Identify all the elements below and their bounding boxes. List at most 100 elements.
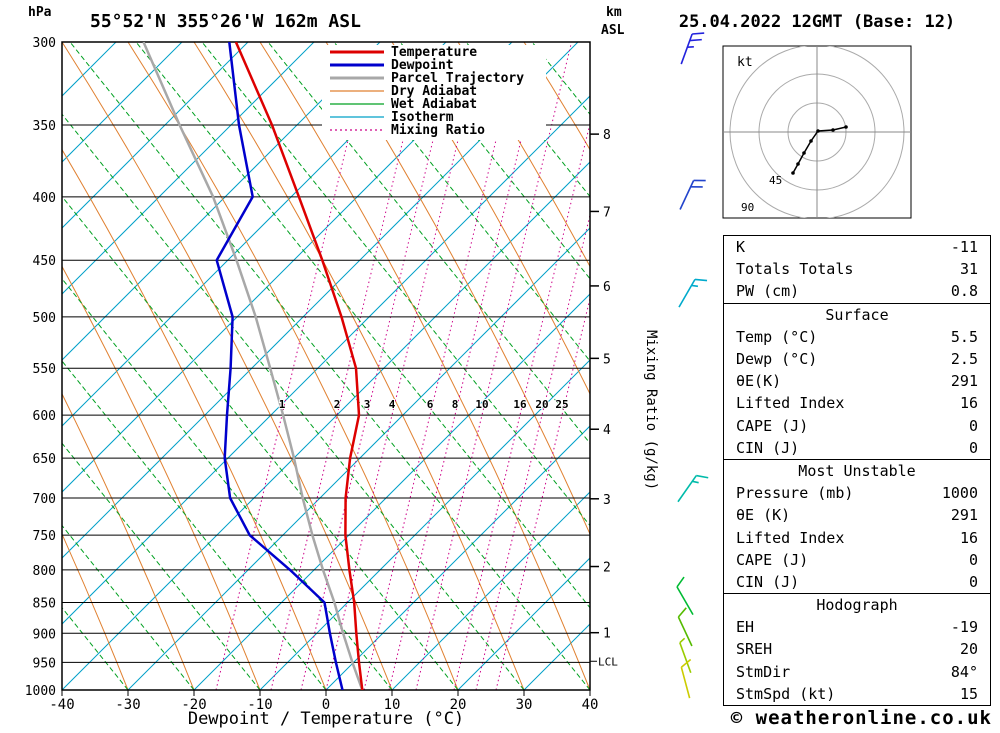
isotherm-line bbox=[62, 42, 249, 229]
stat-label: PW (cm) bbox=[736, 282, 800, 301]
pressure-tick-label: 450 bbox=[33, 254, 56, 269]
isotherm-line bbox=[62, 42, 579, 559]
hodograph-trace-point bbox=[844, 125, 848, 129]
dry-adiabat-line bbox=[259, 42, 590, 690]
table-row: Lifted Index 16 bbox=[724, 526, 990, 548]
table-row: θE (K) 291 bbox=[724, 504, 990, 526]
pressure-tick-label: 650 bbox=[33, 452, 56, 467]
stat-value: 0 bbox=[968, 416, 978, 435]
section-header-text: Most Unstable bbox=[798, 461, 916, 480]
stat-label: Totals Totals bbox=[736, 260, 854, 279]
copyright: © weatheronline.co.uk bbox=[731, 707, 992, 729]
stat-label: Pressure (mb) bbox=[736, 484, 854, 503]
temp-tick-label: 10 bbox=[384, 697, 401, 713]
stat-label: Lifted Index bbox=[736, 394, 845, 413]
mixing-ratio-line bbox=[270, 42, 428, 690]
stat-label: θE(K) bbox=[736, 372, 782, 391]
table-row: EH -19 bbox=[724, 616, 990, 638]
legend-label: Temperature bbox=[391, 45, 477, 60]
hodograph-ring-label: 45 bbox=[769, 174, 782, 187]
dry-adiabat-line bbox=[62, 42, 393, 690]
table-row: K -11 bbox=[724, 236, 990, 258]
mixing-ratio-labels: 1 2 3 4 6 8 10 16 20 25 bbox=[278, 397, 570, 412]
km-tick-label: 8 bbox=[603, 128, 611, 143]
km-axis: 8 7 6 5 4 3 2 1 LCL bbox=[590, 128, 618, 668]
pressure-tick-label: 900 bbox=[33, 627, 56, 642]
mixing-ratio-line bbox=[388, 42, 546, 690]
dry-adiabat-line bbox=[62, 392, 195, 690]
wet-adiabat-line bbox=[201, 42, 590, 527]
wind-barb bbox=[680, 32, 705, 65]
stat-label: CIN (J) bbox=[736, 572, 800, 591]
wet-adiabat-line bbox=[62, 360, 327, 690]
pressure-tick-label: 500 bbox=[33, 311, 56, 326]
legend-label: Mixing Ratio bbox=[391, 123, 485, 138]
isotherm-line bbox=[325, 425, 590, 690]
wet-adiabat-line bbox=[62, 442, 261, 690]
table-section: Hodograph EH -19 SREH 20 StmDir 84° StmSpd (kt)… bbox=[723, 594, 991, 706]
stat-value: 31 bbox=[959, 260, 978, 279]
isotherm-line bbox=[62, 42, 315, 295]
mixing-ratio-value-label: 25 bbox=[555, 398, 568, 411]
stat-label: K bbox=[736, 238, 746, 257]
stat-label: Lifted Index bbox=[736, 528, 845, 547]
isotherm-line bbox=[391, 491, 590, 690]
temp-tick-label: 0 bbox=[322, 697, 330, 713]
legend-label: Dry Adiabat bbox=[391, 84, 477, 99]
stat-value: 0.8 bbox=[950, 282, 978, 301]
pressure-tick-label: 700 bbox=[33, 492, 56, 507]
mixing-ratio-value-label: 4 bbox=[389, 398, 396, 411]
isotherm-line bbox=[457, 557, 590, 690]
isotherm-line bbox=[127, 227, 590, 690]
temp-tick-label: 20 bbox=[450, 697, 467, 713]
wet-adiabat-line bbox=[333, 42, 590, 362]
pressure-tick-label: 350 bbox=[33, 119, 56, 134]
table-row: StmSpd (kt) 15 bbox=[724, 683, 990, 705]
stat-value: 0 bbox=[968, 550, 978, 569]
mixing-ratio-line bbox=[415, 42, 573, 690]
wind-barb bbox=[677, 474, 709, 503]
stat-value: 84° bbox=[950, 662, 978, 681]
pressure-tick-label: 1000 bbox=[25, 684, 56, 699]
table-section-header: Most Unstable bbox=[724, 460, 990, 482]
temp-tick-label: -30 bbox=[115, 697, 140, 713]
section-header-text: Surface bbox=[825, 305, 889, 324]
isotherm-line bbox=[62, 161, 590, 690]
stat-value: 15 bbox=[959, 684, 978, 703]
wet-adiabat-line bbox=[62, 606, 129, 690]
mixing-ratio-line bbox=[215, 42, 373, 690]
stat-value: 20 bbox=[959, 640, 978, 659]
temp-tick-label: -40 bbox=[49, 697, 74, 713]
stat-label: θE (K) bbox=[736, 506, 791, 525]
background-line-families bbox=[62, 42, 590, 690]
table-section-header: Surface bbox=[724, 304, 990, 326]
stat-value: -19 bbox=[950, 618, 978, 637]
asl-axis-unit-label: ASL bbox=[601, 23, 625, 38]
mixing-ratio-line bbox=[495, 296, 590, 690]
km-tick-label: 2 bbox=[603, 561, 611, 576]
wet-adiabat-line bbox=[62, 113, 525, 690]
pressure-tick-label: 950 bbox=[33, 656, 56, 671]
hodograph-trace-point bbox=[791, 171, 795, 175]
table-section-header: Hodograph bbox=[724, 594, 990, 616]
dry-adiabat-line bbox=[62, 148, 327, 690]
mixing-ratio-line bbox=[325, 42, 483, 690]
table-row: Pressure (mb) 1000 bbox=[724, 482, 990, 504]
dry-adiabat-line bbox=[193, 42, 525, 690]
isotherm-line bbox=[62, 95, 590, 625]
wind-barb bbox=[679, 179, 706, 210]
mixing-ratio-value-label: 8 bbox=[452, 398, 459, 411]
table-row: Totals Totals 31 bbox=[724, 258, 990, 280]
dry-adiabat-line bbox=[523, 42, 590, 151]
hodograph-trace-point bbox=[831, 128, 835, 132]
wet-adiabat-line bbox=[465, 42, 590, 198]
table-row: CIN (J) 0 bbox=[724, 571, 990, 593]
table-section: Most Unstable Pressure (mb) 1000 θE (K) 291 L… bbox=[723, 459, 991, 594]
wet-adiabat-line bbox=[62, 524, 195, 690]
hodograph-trace-point bbox=[802, 151, 806, 155]
temp-tick-label: -10 bbox=[247, 697, 272, 713]
stat-value: 0 bbox=[968, 438, 978, 457]
stat-label: Temp (°C) bbox=[736, 327, 818, 346]
